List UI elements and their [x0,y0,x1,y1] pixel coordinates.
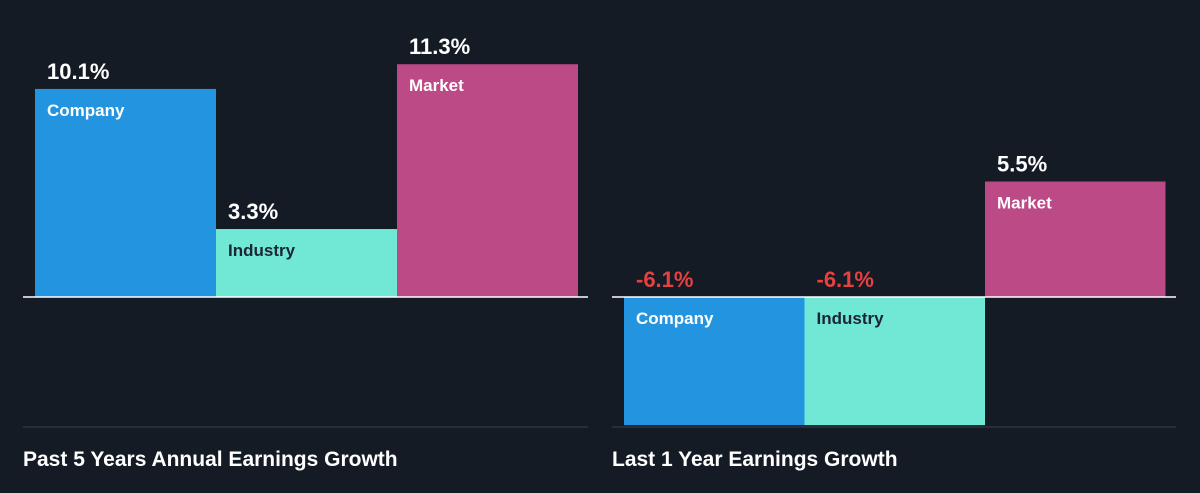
past-5-years-category-label-industry: Industry [228,241,296,260]
past-5-years-panel: Company 10.1% Industry 3.3% Market 11.3% Past … [23,34,588,471]
past-5-years-value-label-industry: 3.3% [228,199,278,224]
last-1-year-value-label-market: 5.5% [997,152,1047,177]
past-5-years-value-label-company: 10.1% [47,59,109,84]
last-1-year-bar-company [624,297,805,426]
last-1-year-title: Last 1 Year Earnings Growth [612,448,898,471]
past-5-years-bar-industry [216,229,397,297]
past-5-years-category-label-market: Market [409,76,464,95]
last-1-year-panel: Company -6.1% Industry -6.1% Market 5.5% Last … [612,152,1176,471]
last-1-year-value-label-company: -6.1% [636,267,693,292]
past-5-years-category-label-company: Company [47,101,125,120]
last-1-year-category-label-market: Market [997,194,1052,213]
past-5-years-bar-company [35,88,216,297]
last-1-year-category-label-industry: Industry [817,309,885,328]
past-5-years-value-label-market: 11.3% [409,34,470,59]
last-1-year-category-label-company: Company [636,309,714,328]
past-5-years-bar-market [397,64,578,297]
last-1-year-bar-market [985,181,1166,297]
last-1-year-value-label-industry: -6.1% [817,267,874,292]
past-5-years-title: Past 5 Years Annual Earnings Growth [23,448,398,471]
last-1-year-bar-industry [804,297,985,426]
